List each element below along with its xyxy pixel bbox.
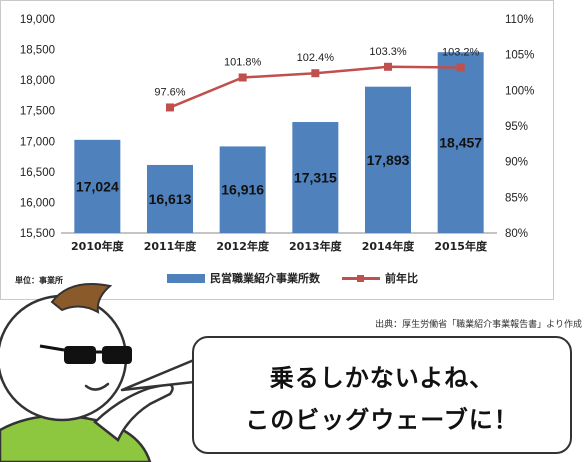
speech-line-1: 乗るしかないよね、 bbox=[269, 364, 495, 392]
chart-svg: 15,500 16,000 16,500 17,000 17,500 18,000 18,5… bbox=[20, 14, 535, 253]
bar bbox=[219, 146, 266, 233]
line-point-label: 103.2% bbox=[442, 47, 480, 59]
chart-panel: 15,500 16,000 16,500 17,000 17,500 18,000 18,5… bbox=[0, 0, 554, 300]
legend-bar-label: 民営職業紹介事業所数 bbox=[210, 272, 320, 285]
line-point bbox=[456, 63, 465, 72]
sunglasses-right-lens bbox=[102, 346, 132, 364]
bar-value-label: 17,024 bbox=[76, 178, 119, 194]
y-tick-label: 16,500 bbox=[20, 167, 55, 179]
x-tick-label: 2013年度 bbox=[289, 239, 343, 253]
line-point-label: 101.8% bbox=[224, 56, 262, 68]
bar bbox=[437, 52, 484, 233]
bar-value-label: 17,315 bbox=[294, 170, 337, 186]
bubble-tail bbox=[120, 357, 198, 392]
line-point-label: 103.3% bbox=[369, 46, 407, 58]
line-point bbox=[311, 69, 320, 78]
y-tick-label: 17,500 bbox=[20, 106, 55, 118]
y-tick-label: 15,500 bbox=[20, 228, 55, 240]
x-tick-label: 2014年度 bbox=[362, 239, 416, 253]
y-tick-label: 18,000 bbox=[20, 75, 55, 87]
legend: 民営職業紹介事業所数 前年比 bbox=[167, 270, 418, 286]
y2-tick-label: 80% bbox=[505, 228, 528, 240]
y2-tick-label: 90% bbox=[505, 157, 528, 169]
unit-label: 単位：事業所 bbox=[15, 276, 63, 285]
line-point bbox=[384, 62, 392, 71]
y2-tick-label: 100% bbox=[505, 85, 534, 97]
bar-value-label: 18,457 bbox=[439, 135, 482, 151]
y-tick-label: 16,000 bbox=[20, 197, 55, 209]
y-tick-label: 18,500 bbox=[20, 45, 55, 57]
line-point bbox=[238, 73, 247, 82]
x-tick-label: 2015年度 bbox=[434, 239, 488, 253]
x-tick-label: 2010年度 bbox=[71, 239, 125, 253]
x-tick-label: 2012年度 bbox=[216, 239, 270, 253]
sunglasses-left-lens bbox=[64, 346, 96, 364]
legend-bar-swatch bbox=[167, 273, 205, 283]
sunglasses-character-icon bbox=[0, 283, 174, 462]
bar bbox=[365, 86, 411, 233]
y2-tick-label: 85% bbox=[505, 192, 528, 204]
y-tick-label: 17,000 bbox=[20, 136, 55, 148]
bar-value-label: 17,893 bbox=[367, 152, 410, 168]
x-tick-label: 2011年度 bbox=[144, 239, 198, 253]
bar bbox=[74, 139, 121, 233]
line-point-label: 97.6% bbox=[154, 86, 185, 98]
source-note: 出典：厚生労働省「職業紹介事業報告書」より作成 bbox=[375, 320, 582, 330]
legend-line-label: 前年比 bbox=[385, 272, 418, 285]
legend-line-swatch bbox=[342, 274, 380, 283]
y2-tick-label: 95% bbox=[505, 121, 528, 133]
y-tick-label: 19,000 bbox=[20, 14, 55, 26]
arm bbox=[93, 382, 174, 442]
speech-bubble: 乗るしかないよね、 このビッグウェーブに！ bbox=[192, 336, 572, 454]
bar bbox=[292, 122, 339, 233]
bar-value-label: 16,916 bbox=[221, 182, 264, 198]
y2-tick-label: 110% bbox=[505, 14, 534, 26]
hair bbox=[50, 283, 113, 314]
line-point bbox=[166, 103, 174, 112]
bar bbox=[147, 164, 193, 233]
speech-line-2: このビッグウェーブに！ bbox=[245, 406, 519, 434]
bar-value-label: 16,613 bbox=[149, 191, 192, 207]
mouth bbox=[84, 382, 110, 391]
line-point-label: 102.4% bbox=[297, 52, 335, 64]
y2-tick-label: 105% bbox=[505, 50, 534, 62]
